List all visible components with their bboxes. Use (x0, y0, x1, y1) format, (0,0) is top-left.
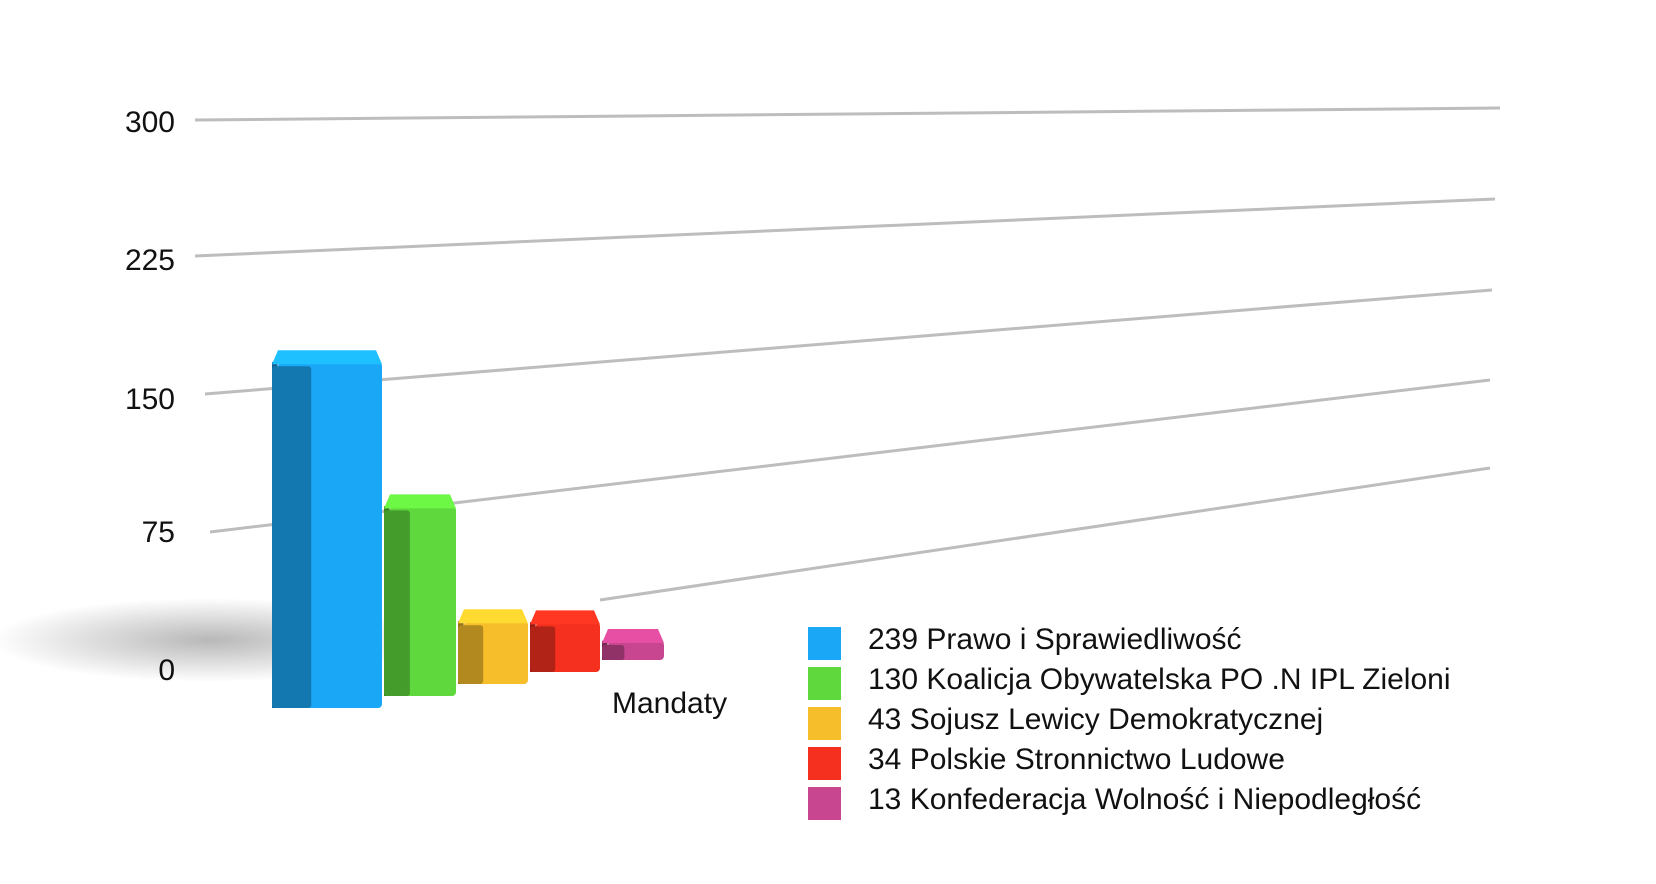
bar-top (458, 609, 528, 624)
legend-swatch (808, 667, 841, 700)
gridline (204, 288, 1493, 396)
legend: 239 Prawo i Sprawiedliwość 130 Koalicja … (808, 622, 1648, 822)
bar-top (384, 494, 456, 509)
legend-swatch (808, 707, 841, 740)
legend-label: 13 Konfederacja Wolność i Niepodległość (868, 783, 1422, 816)
bar-top (530, 610, 600, 625)
bar-edge (384, 510, 410, 696)
legend-item: 239 Prawo i Sprawiedliwość (808, 622, 1648, 662)
bar-edge (530, 626, 556, 672)
bars (272, 350, 664, 708)
legend-label: 34 Polskie Stronnictwo Ludowe (868, 743, 1285, 776)
bar-edge (602, 645, 625, 660)
bar (530, 610, 600, 672)
legend-item: 34 Polskie Stronnictwo Ludowe (808, 742, 1648, 782)
legend-label: 43 Sojusz Lewicy Demokratycznej (868, 703, 1324, 736)
gridlines (194, 106, 1501, 602)
legend-swatch (808, 747, 841, 780)
y-tick-label: 150 (125, 383, 175, 416)
legend-swatch (808, 787, 841, 820)
legend-item: 43 Sojusz Lewicy Demokratycznej (808, 702, 1648, 742)
bar-top (272, 350, 382, 365)
bar-edge (272, 366, 312, 708)
category-label: Mandaty (612, 687, 727, 720)
gridline (194, 197, 1496, 258)
legend-item: 130 Koalicja Obywatelska PO .N IPL Zielo… (808, 662, 1648, 702)
legend-label: 130 Koalicja Obywatelska PO .N IPL Zielo… (868, 663, 1451, 696)
bar (458, 609, 528, 684)
gridline (599, 466, 1491, 602)
bar (602, 629, 664, 660)
bar-top (602, 629, 664, 644)
legend-swatch (808, 627, 841, 660)
bar-edge (458, 625, 484, 684)
y-tick-label: 225 (125, 244, 175, 277)
legend-label: 239 Prawo i Sprawiedliwość (868, 623, 1242, 656)
y-tick-label: 75 (142, 516, 175, 549)
gridline (194, 106, 1501, 122)
y-tick-label: 300 (125, 106, 175, 139)
legend-item: 13 Konfederacja Wolność i Niepodległość (808, 782, 1648, 822)
bar (272, 350, 382, 708)
bar (384, 494, 456, 696)
